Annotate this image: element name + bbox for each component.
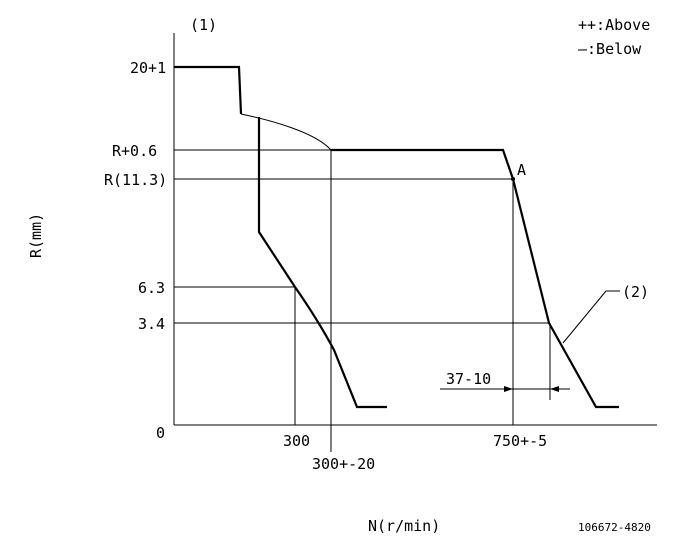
guide-curve [240,113,332,151]
y-tick-34: 3.4 [138,315,165,333]
corner-label: (1) [190,16,217,34]
callout-label: (2) [622,283,649,301]
characteristic-curve-outer [174,65,619,409]
legend-above: ++:Above [578,16,650,34]
dimension-label: 37-10 [446,370,491,388]
y-axis-label: R(mm) [27,213,45,258]
y-tick-63: 6.3 [138,279,165,297]
dimension-arrow-left [504,386,513,392]
dimension-arrow-right [550,386,559,392]
legend-below: —:Below [578,40,642,58]
y-tick-0: 0 [156,424,165,442]
y-tick-20-plus-1: 20+1 [130,59,166,77]
drawing-number: 106672-4820 [578,521,651,534]
x-tick-300-20: 300+-20 [312,455,375,473]
callout-leader [562,290,607,344]
x-tick-750-5: 750+-5 [493,432,547,450]
x-axis-label: N(r/min) [368,517,440,535]
characteristic-curve-inner [257,117,387,409]
point-a-label: A [517,161,526,179]
point-a-marker [511,177,515,181]
x-tick-300: 300 [283,432,310,450]
y-tick-r-113: R(11.3) [104,171,167,189]
y-tick-r-plus-06: R+0.6 [112,142,157,160]
